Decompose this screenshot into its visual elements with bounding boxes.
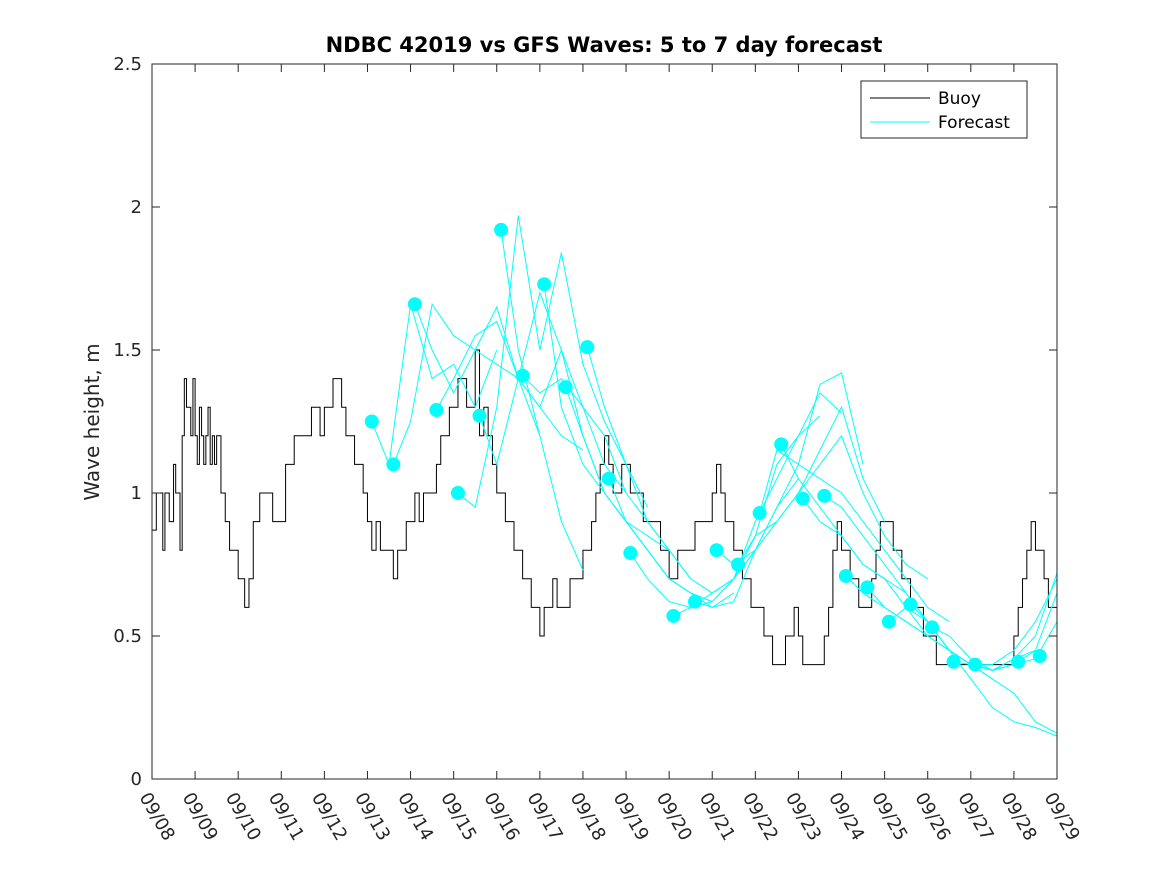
forecast-start-marker <box>407 297 422 312</box>
x-tick-label: 09/28 <box>997 789 1041 844</box>
buoy-layer <box>152 349 1058 666</box>
y-tick-label: 0.5 <box>113 626 142 647</box>
x-tick-label: 09/16 <box>479 789 523 844</box>
chart-title: NDBC 42019 vs GFS Waves: 5 to 7 day fore… <box>326 33 883 57</box>
forecast-start-marker <box>472 408 487 423</box>
forecast-start-marker <box>881 614 896 629</box>
forecast-start-marker <box>731 557 746 572</box>
forecast-start-marker <box>709 543 724 558</box>
forecast-start-marker <box>580 340 595 355</box>
x-tick-label: 09/20 <box>652 789 696 844</box>
forecast-run-line <box>371 304 498 467</box>
forecast-run-line <box>694 372 864 608</box>
x-tick-label: 09/26 <box>910 789 954 844</box>
forecast-start-marker <box>817 488 832 503</box>
forecast-run-line <box>392 302 541 465</box>
forecast-start-marker <box>386 457 401 472</box>
forecast-start-marker <box>450 486 465 500</box>
x-tick-label: 09/24 <box>824 789 868 844</box>
forecast-start-marker <box>860 580 875 595</box>
forecast-run-line <box>845 575 1036 671</box>
forecast-run-line <box>673 392 842 617</box>
x-tick-label: 09/22 <box>738 789 782 844</box>
x-tick-label: 09/19 <box>609 789 653 844</box>
forecast-run-line <box>435 291 627 494</box>
forecast-start-marker <box>558 380 573 395</box>
forecast-start-marker <box>666 608 681 623</box>
forecast-run-line <box>608 478 799 603</box>
forecast-start-marker <box>968 657 983 672</box>
forecast-start-marker <box>946 654 961 669</box>
x-tick-label: 09/08 <box>135 789 179 844</box>
y-tick-label: 2.5 <box>113 54 142 75</box>
x-tick-label: 09/25 <box>867 789 911 844</box>
forecast-start-marker <box>925 620 940 635</box>
forecast-start-marker <box>838 568 853 583</box>
x-tick-label: 09/18 <box>566 789 610 844</box>
forecast-start-marker <box>515 368 530 383</box>
forecast-start-marker <box>752 506 767 521</box>
forecast-run-line <box>414 304 584 451</box>
y-axis-label: Wave height, m <box>80 343 104 500</box>
forecast-start-marker <box>623 546 638 561</box>
forecast-run-line <box>953 661 1058 734</box>
x-tick-label: 09/27 <box>953 789 997 844</box>
x-tick-label: 09/13 <box>350 789 394 844</box>
x-tick-label: 09/11 <box>264 789 308 844</box>
x-tick-label: 09/09 <box>178 789 222 844</box>
y-tick-label: 1.5 <box>113 340 142 361</box>
x-tick-label: 09/17 <box>523 789 567 844</box>
forecast-start-marker <box>601 471 616 486</box>
forecast-start-marker <box>795 491 810 506</box>
legend-buoy-label: Buoy <box>938 89 981 109</box>
forecast-run-line <box>565 387 735 609</box>
legend-forecast-label: Forecast <box>938 113 1010 133</box>
forecast-start-marker <box>688 594 702 609</box>
forecast-run-line <box>737 434 928 580</box>
legend-box <box>860 80 1028 139</box>
plot-area <box>152 215 1058 737</box>
forecast-run-line <box>500 229 584 571</box>
x-tick-label: 09/23 <box>781 789 825 844</box>
plot-frame <box>151 63 1058 780</box>
forecast-start-marker <box>364 414 379 429</box>
forecast-run-line <box>759 449 950 623</box>
x-tick-label: 09/29 <box>1040 789 1084 844</box>
x-tick-label: 09/15 <box>436 789 480 844</box>
y-tick-label: 2 <box>131 197 142 218</box>
x-tick-label: 09/10 <box>221 789 265 844</box>
forecast-start-marker <box>429 403 444 418</box>
x-tick-label: 09/12 <box>307 789 351 844</box>
legend: Buoy Forecast <box>860 80 1028 139</box>
x-tick-label: 09/14 <box>393 789 437 844</box>
forecast-start-marker <box>903 597 918 612</box>
forecast-start-marker <box>1011 654 1026 669</box>
forecast-start-marker <box>1032 649 1047 664</box>
buoy-series-line <box>152 349 1058 666</box>
forecast-start-marker <box>537 277 552 292</box>
forecast-run-line <box>586 347 756 594</box>
forecast-run-line <box>457 215 649 509</box>
forecast-marker-layer <box>364 222 1047 672</box>
forecast-start-marker <box>494 222 509 237</box>
y-axis: 0 0.5 1 1.5 2 2.5 <box>113 54 1057 790</box>
x-tick-label: 09/21 <box>695 789 739 844</box>
forecast-run-line <box>888 572 1058 671</box>
forecast-run-line <box>479 348 670 551</box>
forecast-start-marker <box>774 437 789 452</box>
y-tick-label: 0 <box>131 769 142 790</box>
y-tick-label: 1 <box>131 483 142 504</box>
